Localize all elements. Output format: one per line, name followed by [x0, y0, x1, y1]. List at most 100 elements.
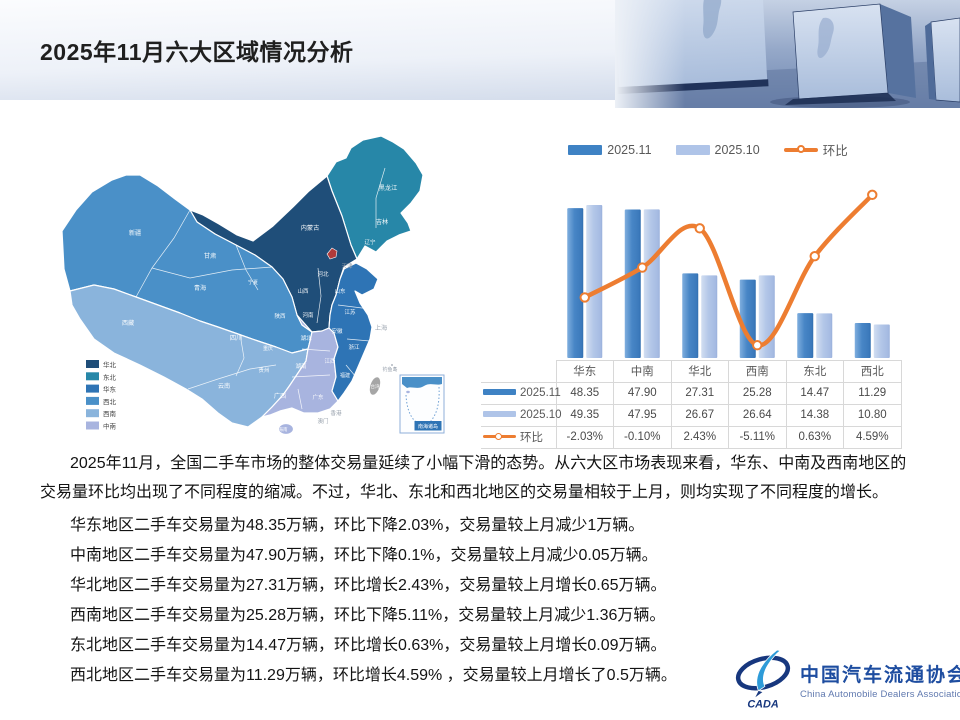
left-fade — [615, 0, 685, 108]
province-label: 澳门 — [317, 417, 328, 425]
line-marker-西北 — [867, 189, 878, 201]
province-label: 湖南 — [295, 362, 307, 370]
bar-2025.11-东北 — [797, 313, 814, 358]
table-cell: 47.90 — [613, 381, 672, 405]
analysis-text: 2025年11月，全国二手车市场的整体交易量延续了小幅下滑的态势。从六大区市场表… — [40, 450, 922, 691]
province-label: 重庆 — [263, 345, 273, 352]
province-label: 河北 — [317, 270, 329, 278]
map-legend-swatch — [86, 384, 99, 393]
map-region-huadong — [328, 262, 379, 402]
province-label: 香港 — [330, 409, 342, 417]
map-legend-label: 西北 — [103, 398, 117, 406]
inset-label: 南海诸岛 — [418, 423, 438, 430]
table-cell: 27.31 — [670, 381, 729, 405]
province-label: 四川 — [230, 335, 242, 342]
province-label: 山东 — [334, 287, 346, 295]
cada-logo-text: CADA — [747, 698, 778, 710]
table-cell: 14.38 — [785, 403, 844, 427]
table-cell: 26.67 — [670, 403, 729, 427]
map-legend-swatch — [86, 360, 99, 368]
province-label: 安徽 — [331, 327, 343, 335]
diaoyu-island-dot — [394, 367, 396, 369]
header-cubes-graphic — [615, 0, 960, 108]
statement-line: 东北地区二手车交易量为14.47万辆，环比增长0.63%，交易量较上月增长0.0… — [70, 637, 667, 654]
province-label: 甘肃 — [204, 252, 216, 260]
map-taiwan-island — [369, 376, 381, 396]
bar-2025.10-中南 — [643, 209, 660, 358]
table-category-header: 中南 — [613, 360, 672, 383]
bar-2025.10-华东 — [586, 205, 603, 358]
province-label: 贵州 — [258, 366, 269, 374]
table-cell: -0.10% — [613, 425, 672, 449]
province-label: 黑龙江 — [379, 184, 398, 192]
table-row-label: 2025.11 — [481, 381, 561, 405]
statement-line: 中南地区二手车交易量为47.90万辆，环比下降0.1%，交易量较上月减少0.05… — [70, 547, 658, 564]
slide-header: 2025年11月六大区域情况分析 — [0, 0, 960, 108]
region-combo-chart: 2025.11 2025.10 环比 华东 中南 华北 西南 东北 西北 2025.11 48… — [481, 138, 902, 449]
province-label: 湖北 — [300, 334, 312, 342]
province-label: 河南 — [302, 311, 314, 319]
province-label: 山西 — [297, 287, 309, 295]
table-category-header: 东北 — [785, 360, 844, 383]
bar-2025.11-中南 — [624, 209, 641, 358]
diaoyu-island-dot — [391, 364, 393, 366]
line-marker-中南 — [637, 262, 648, 273]
south-china-sea-inset: 南海诸岛 — [399, 374, 445, 434]
bar-2025.10-西北 — [873, 324, 890, 358]
map-legend-label: 华北 — [103, 360, 117, 369]
province-label: 陕西 — [274, 312, 286, 320]
page-title: 2025年11月六大区域情况分析 — [40, 39, 354, 65]
combo-chart-plot — [567, 189, 890, 358]
bar-2025.10-华北 — [701, 275, 718, 358]
bar-2025.11-华北 — [682, 273, 699, 358]
province-label: 宁夏 — [248, 279, 258, 286]
map-regions — [61, 135, 424, 436]
statement-line: 华北地区二手车交易量为27.31万辆，环比增长2.43%，交易量较上月增长0.6… — [70, 577, 667, 594]
province-label: 福建 — [340, 372, 350, 379]
cube-middle — [785, 3, 916, 105]
province-label: 上海 — [375, 324, 387, 332]
cube-right — [925, 17, 960, 103]
table-cell: 25.28 — [728, 381, 787, 405]
row-swatch-line — [483, 433, 516, 441]
province-label: 吉林 — [376, 218, 388, 226]
legend-label: 环比 — [822, 144, 848, 158]
legend-item-2025-10: 2025.10 — [675, 142, 760, 157]
province-label: 台湾 — [371, 383, 380, 390]
line-marker-西南 — [752, 340, 763, 351]
statement-line: 华东地区二手车交易量为48.35万辆，环比下降2.03%，交易量较上月减少1万辆… — [70, 517, 645, 534]
table-corner-cell — [481, 360, 557, 383]
region-statements: 华东地区二手车交易量为48.35万辆，环比下降2.03%，交易量较上月减少1万辆… — [40, 511, 922, 691]
bar-2025.11-西北 — [854, 323, 871, 358]
cada-logo-mark-icon: CADA — [735, 650, 791, 710]
table-cell: 4.59% — [843, 425, 902, 449]
province-label: 浙江 — [348, 343, 360, 351]
province-label: 辽宁 — [364, 238, 376, 246]
legend-label: 2025.10 — [714, 142, 760, 157]
province-label: 海南 — [279, 426, 288, 433]
province-label: 广西 — [274, 392, 286, 400]
table-category-header: 西北 — [843, 360, 902, 383]
table-cell: 48.35 — [555, 381, 614, 405]
province-label: 江西 — [324, 358, 336, 365]
province-label: 青海 — [194, 284, 206, 292]
map-legend-swatch — [86, 396, 99, 405]
table-row-label: 2025.10 — [481, 403, 562, 427]
statement-line: 西北地区二手车交易量为11.29万辆，环比增长4.59% ，交易量较上月增长了0… — [70, 667, 677, 684]
line-marker-华东 — [579, 292, 590, 303]
inset-label-box — [414, 421, 442, 431]
chart-data-table: 华东 中南 华北 西南 东北 西北 2025.11 48.35 47.90 27.31 25.28 1… — [481, 360, 902, 449]
map-legend-swatch — [86, 372, 99, 381]
bars-group — [567, 205, 890, 358]
province-label: 广东 — [312, 393, 324, 401]
map-legend-label: 东北 — [103, 372, 117, 381]
table-cell: 11.29 — [843, 381, 902, 405]
map-legend-swatch — [86, 421, 99, 430]
summary-paragraph: 2025年11月，全国二手车市场的整体交易量延续了小幅下滑的态势。从六大区市场表… — [40, 455, 907, 501]
line-marker-华北 — [694, 223, 705, 234]
table-cell: 26.64 — [728, 403, 787, 427]
table-cell: 14.47 — [785, 381, 844, 405]
line-marker-东北 — [809, 251, 820, 262]
